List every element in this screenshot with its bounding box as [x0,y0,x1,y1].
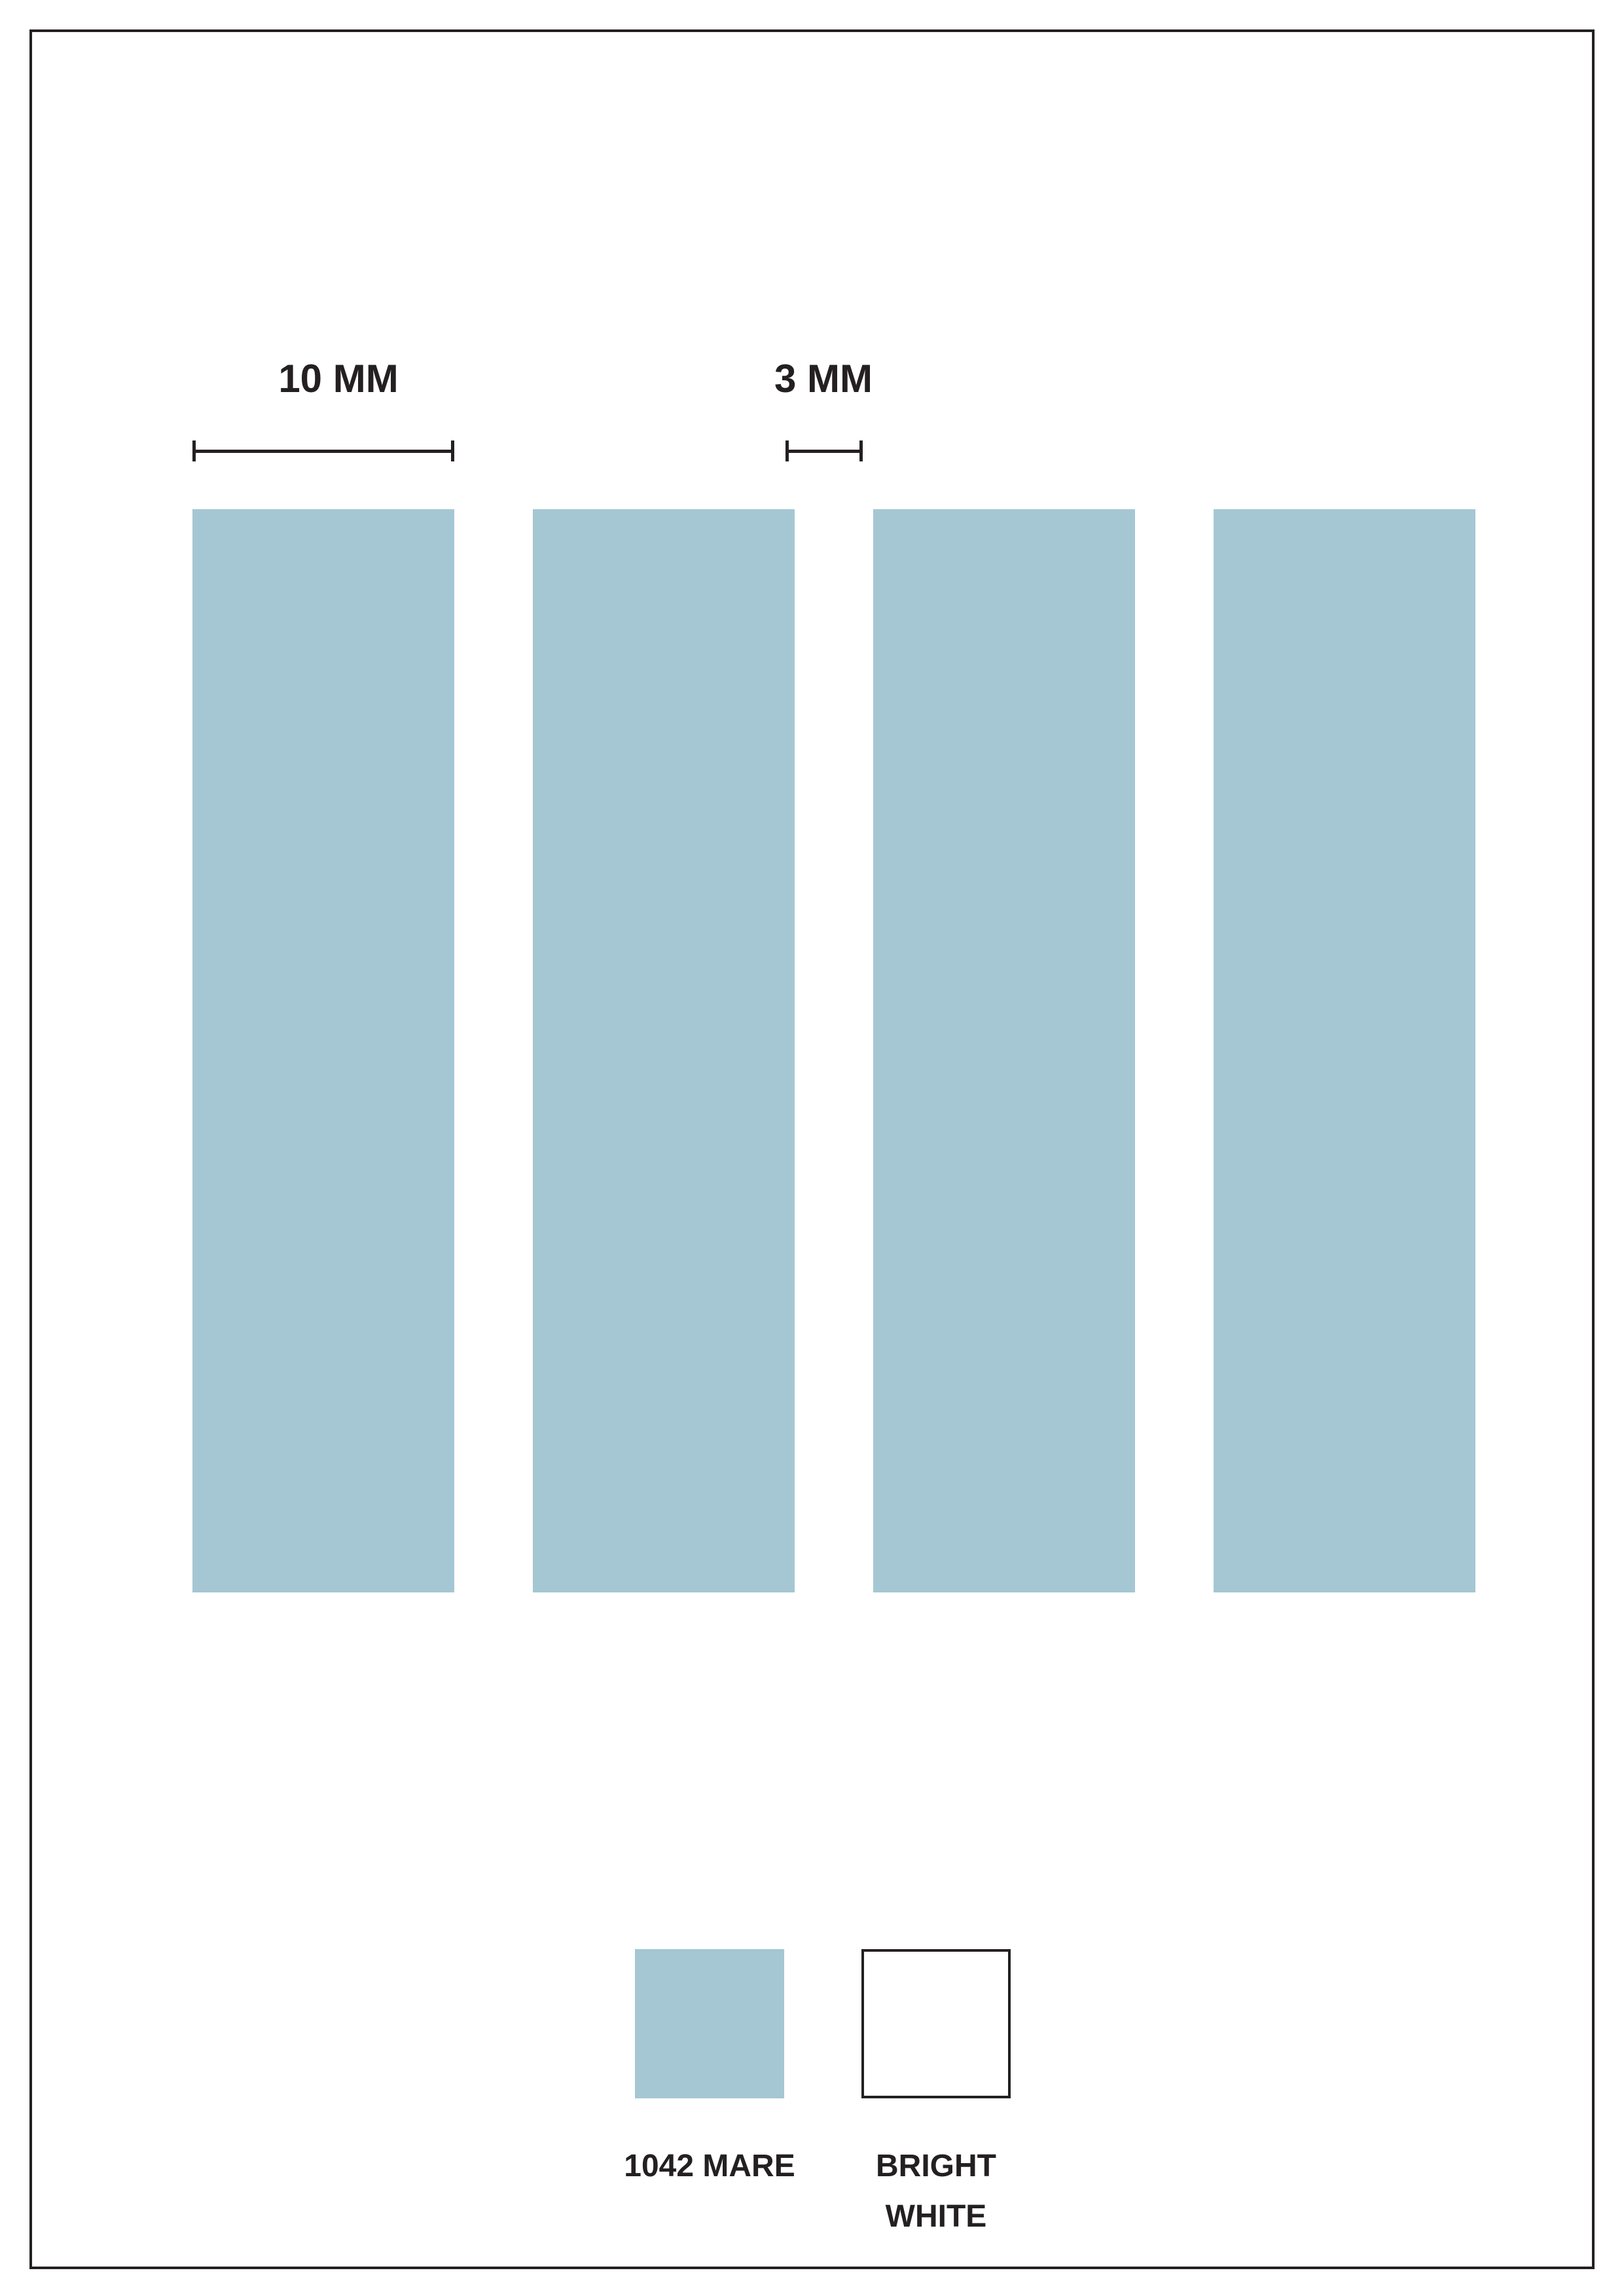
pattern-stripe [1214,509,1475,1592]
color-legend: 1042 MARE BRIGHT WHITE [624,1949,1011,2242]
stripes-row [192,509,1475,1592]
bright-white-color-label: BRIGHT WHITE [876,2142,996,2242]
stripe-width-label: 10 MM [278,357,399,401]
mare-color-swatch [635,1949,784,2098]
legend-label-line: 1042 MARE [624,2149,795,2183]
page-border [29,29,1595,2269]
legend-label-line: WHITE [885,2198,987,2234]
mare-color-label: 1042 MARE [624,2142,795,2192]
pattern-stripe [192,509,454,1592]
legend-item-mare: 1042 MARE [624,1949,795,2192]
legend-label-line: BRIGHT [876,2149,996,2183]
gap-width-label: 3 MM [774,357,873,401]
legend-item-bright-white: BRIGHT WHITE [861,1949,1011,2242]
pattern-stripe [873,509,1135,1592]
stripe-width-dimension-line [192,440,454,461]
pattern-stripe [533,509,795,1592]
gap-width-dimension-line [785,440,863,461]
bright-white-color-swatch [861,1949,1011,2098]
